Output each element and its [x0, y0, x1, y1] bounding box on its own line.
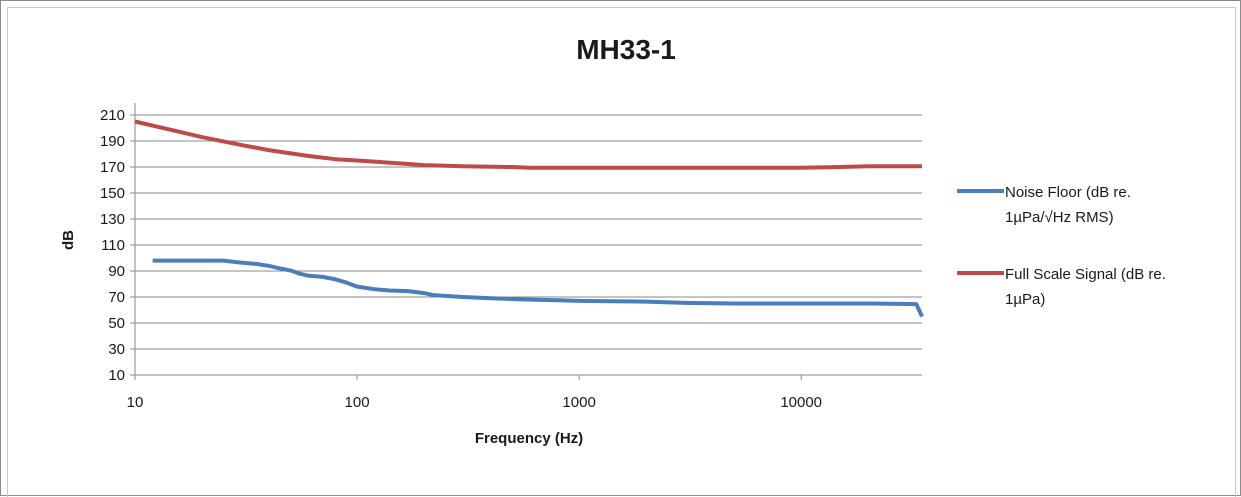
y-axis-label: dB	[60, 230, 77, 250]
legend-label: 1µPa/√Hz RMS)	[1005, 209, 1114, 226]
series-lines	[134, 119, 924, 318]
x-axis-label: Frequency (Hz)	[475, 430, 583, 447]
gridlines	[135, 114, 922, 376]
y-tick-label: 30	[108, 341, 125, 358]
y-tick-label: 210	[100, 107, 125, 124]
x-tick-label: 1000	[562, 394, 595, 411]
series-line-0	[152, 258, 924, 318]
y-tick-label: 190	[100, 133, 125, 150]
y-tick-label: 150	[100, 185, 125, 202]
y-tick-label: 130	[100, 211, 125, 228]
x-tick-label: 10000	[780, 394, 822, 411]
y-tick-label: 10	[108, 367, 125, 384]
chart-area-border	[7, 7, 1236, 497]
legend-label: Noise Floor (dB re.	[1005, 184, 1131, 201]
y-tick-label: 110	[101, 237, 125, 254]
legend: Noise Floor (dB re. 1µPa/√Hz RMS) Full Sca…	[957, 184, 1166, 308]
y-tick-label: 50	[108, 315, 125, 332]
x-tick-label: 100	[345, 394, 370, 411]
axes: 10 30 50 70 90 110 130 150 170 190 210 10 100 1000 100…	[100, 103, 922, 411]
y-tick-label: 90	[108, 263, 125, 280]
chart-title: MH33-1	[576, 34, 676, 65]
series-line-1	[134, 119, 922, 170]
legend-label: 1µPa)	[1005, 291, 1045, 308]
x-tick-label: 10	[127, 394, 144, 411]
legend-label: Full Scale Signal (dB re.	[1005, 266, 1166, 283]
y-tick-label: 70	[108, 289, 125, 306]
y-tick-label: 170	[100, 159, 125, 176]
